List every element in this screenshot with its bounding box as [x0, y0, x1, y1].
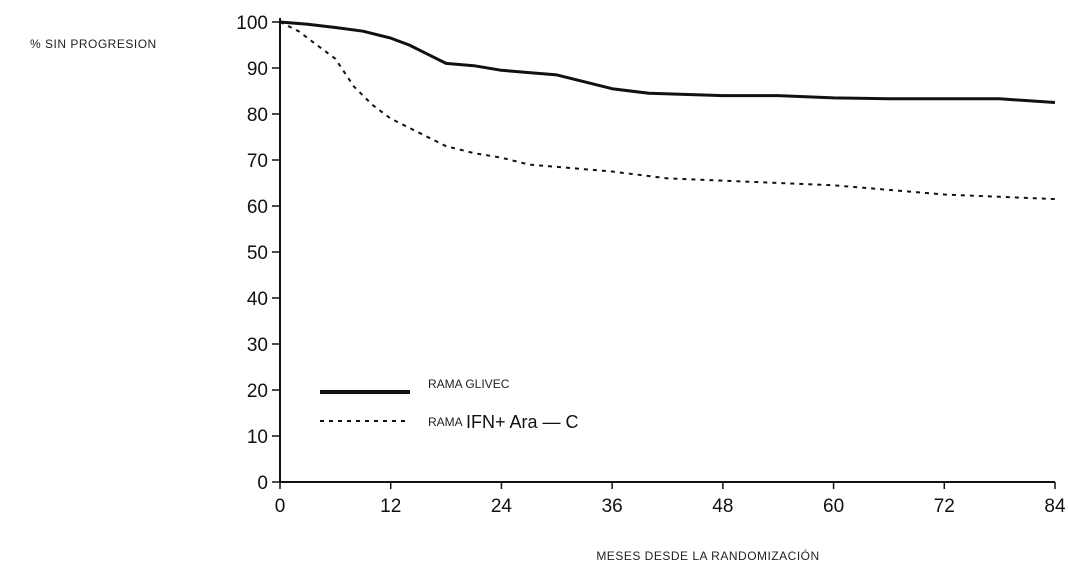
y-tick-label: 100	[236, 13, 268, 34]
x-tick-label: 24	[491, 496, 513, 517]
y-tick-label: 0	[257, 473, 268, 494]
y-tick-label: 90	[247, 59, 268, 80]
legend-label-glivec: RAMA GLIVEC	[428, 377, 510, 391]
axes	[279, 18, 1055, 483]
x-tick-label: 72	[934, 496, 955, 517]
y-tick-label: 80	[247, 105, 268, 126]
x-tick-label: 0	[275, 496, 286, 517]
legend-label-ifn-main: IFN+ Ara — C	[466, 412, 579, 432]
y-tick-label: 70	[247, 151, 268, 172]
y-tick-label: 60	[247, 197, 268, 218]
x-tick-label: 36	[602, 496, 623, 517]
x-axis-title: MESES DESDE LA RANDOMIZACIÓN	[596, 548, 819, 563]
y-tick-label: 40	[247, 289, 268, 310]
legend: RAMA GLIVEC RAMA IFN+ Ara — C	[320, 377, 579, 432]
series-line-glivec	[279, 20, 1056, 104]
y-tick-label: 50	[247, 243, 268, 264]
x-axis-ticks: 0 12 24 36 48 60 72 84	[275, 482, 1066, 517]
legend-label-ifn-prefix: RAMA	[428, 415, 463, 429]
y-tick-label: 20	[247, 381, 268, 402]
x-tick-label: 60	[823, 496, 844, 517]
x-tick-label: 12	[380, 496, 401, 517]
series-lines	[279, 20, 1056, 201]
y-axis-title: % SIN PROGRESION	[30, 37, 157, 51]
series-line-ifn-ara-c	[279, 21, 1056, 201]
y-tick-label: 10	[247, 427, 268, 448]
y-axis-ticks: 0 10 20 30 40 50 60 70 80 90 100	[236, 13, 280, 494]
y-tick-label: 30	[247, 335, 268, 356]
x-tick-label: 84	[1044, 496, 1066, 517]
x-tick-label: 48	[712, 496, 733, 517]
